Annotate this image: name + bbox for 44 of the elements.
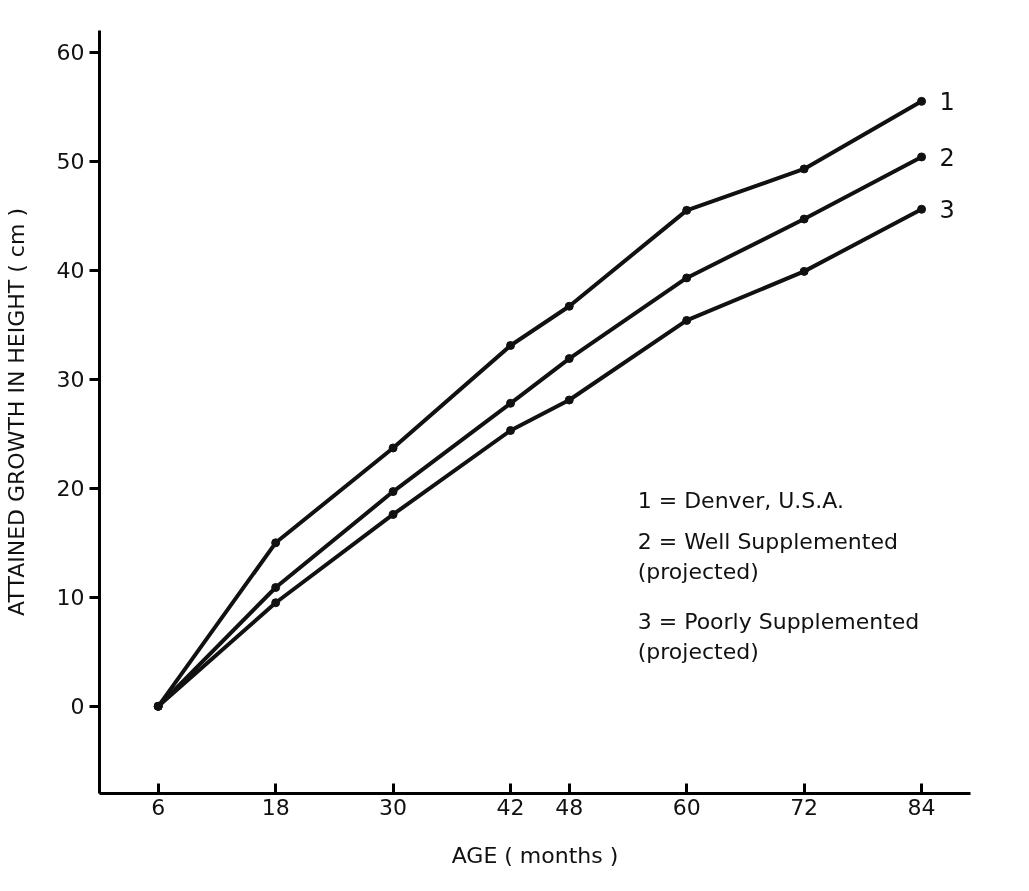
point (271, 598, 281, 608)
x-tick-label: 84 (907, 794, 936, 820)
y-tick-label: 60 (56, 40, 85, 66)
point (506, 398, 516, 408)
point (917, 204, 927, 214)
x-tick-label: 72 (790, 794, 819, 820)
point (917, 96, 927, 106)
point (506, 341, 516, 350)
point (506, 426, 516, 436)
annotation: 1 = Denver, U.S.A. (637, 488, 844, 514)
point (682, 205, 692, 215)
point (388, 443, 398, 453)
point (799, 164, 809, 174)
point (564, 354, 574, 364)
y-tick-label: 50 (56, 149, 85, 175)
annotation: 3 = Poorly Supplemented (projected) (637, 609, 920, 665)
point (564, 395, 574, 405)
point (388, 509, 398, 519)
point (917, 152, 927, 162)
point (799, 266, 809, 276)
x-tick-label: 48 (555, 794, 584, 820)
x-tick-label: 60 (672, 794, 701, 820)
annotation: 2 = Well Supplemented (projected) (637, 528, 898, 584)
point (271, 583, 281, 592)
x-tick-label: 18 (261, 794, 290, 820)
x-axis-title: AGE ( months ) (451, 842, 619, 868)
y-axis-title: ATTAINED GROWTH IN HEIGHT ( cm ) (3, 208, 29, 616)
y-tick-label: 10 (56, 585, 85, 611)
y-tick-label: 40 (56, 258, 85, 284)
y-tick-label: 30 (56, 367, 85, 393)
point (564, 301, 574, 311)
point (682, 315, 692, 325)
x-tick-label: 30 (379, 794, 408, 820)
x-tick-label: 6 (151, 794, 166, 820)
point (682, 273, 692, 283)
point (271, 538, 281, 548)
point (799, 214, 809, 224)
series-label: 2 (939, 143, 955, 172)
y-tick-label: 20 (56, 476, 85, 502)
series-label: 1 (939, 88, 955, 117)
y-tick-label: 0 (70, 694, 85, 720)
point (388, 487, 398, 497)
x-tick-label: 42 (496, 794, 525, 820)
series-label: 3 (939, 196, 955, 225)
